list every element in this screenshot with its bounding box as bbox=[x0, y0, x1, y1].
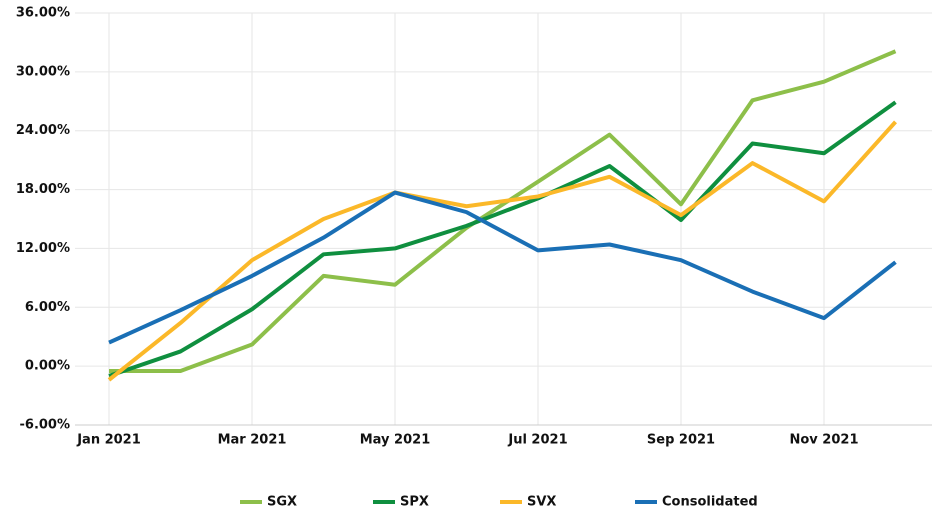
series-line bbox=[108, 100, 897, 378]
y-tick-label: 18.00% bbox=[16, 182, 70, 197]
y-tick-label: 6.00% bbox=[25, 300, 70, 315]
legend-label: SPX bbox=[400, 495, 429, 510]
y-tick-label: 36.00% bbox=[16, 6, 70, 21]
x-tick-label: Jan 2021 bbox=[76, 433, 141, 448]
legend-label: Consolidated bbox=[662, 495, 758, 510]
x-tick-label: Mar 2021 bbox=[218, 433, 287, 448]
series-line bbox=[107, 120, 897, 382]
y-tick-label: 12.00% bbox=[16, 241, 70, 256]
series-line bbox=[109, 49, 897, 374]
x-tick-label: Nov 2021 bbox=[790, 433, 859, 448]
series-line bbox=[108, 190, 897, 345]
legend-label: SGX bbox=[267, 495, 297, 510]
y-tick-label: 0.00% bbox=[25, 359, 70, 374]
x-tick-label: May 2021 bbox=[360, 433, 431, 448]
y-tick-label: 24.00% bbox=[16, 123, 70, 138]
y-tick-label: 30.00% bbox=[16, 64, 70, 79]
legend-label: SVX bbox=[527, 495, 556, 510]
x-tick-label: Sep 2021 bbox=[647, 433, 715, 448]
x-tick-label: Jul 2021 bbox=[507, 433, 567, 448]
y-tick-label: -6.00% bbox=[20, 418, 71, 433]
